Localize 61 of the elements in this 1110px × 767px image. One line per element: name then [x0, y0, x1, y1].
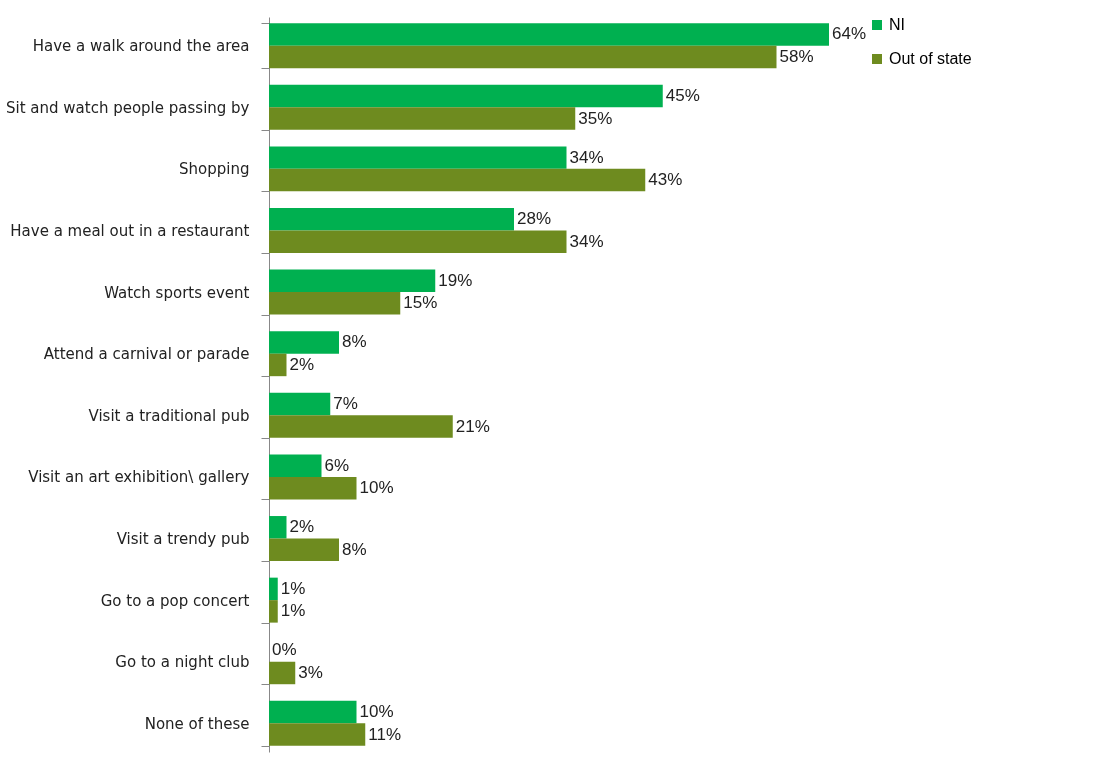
data-label: 0% — [272, 640, 297, 660]
data-label: 58% — [779, 46, 814, 66]
legend-label: NI — [889, 16, 905, 33]
data-label: 2% — [289, 517, 315, 537]
y-tick-label: Go to a pop concert — [100, 591, 250, 610]
data-label: 10% — [359, 702, 394, 722]
data-label: 28% — [517, 209, 552, 229]
bar — [269, 107, 576, 130]
bar — [269, 84, 663, 108]
bar — [269, 516, 287, 539]
bar — [269, 230, 567, 253]
y-tick-label: Visit a trendy pub — [116, 530, 250, 549]
data-label: 10% — [359, 478, 394, 498]
bar — [269, 168, 646, 192]
bar — [269, 476, 357, 500]
bar — [269, 207, 514, 231]
bar — [269, 577, 278, 601]
data-label: 6% — [324, 455, 350, 475]
bar — [269, 45, 777, 69]
data-label: 19% — [438, 270, 473, 290]
data-label: 43% — [648, 170, 683, 190]
data-label: 11% — [368, 724, 402, 744]
bar — [269, 600, 278, 623]
y-tick-label: Have a meal out in a restaurant — [10, 221, 250, 240]
bar — [269, 269, 436, 293]
data-label: 21% — [455, 416, 490, 436]
data-label: 8% — [342, 332, 367, 352]
y-tick-label: Watch sports event — [104, 283, 250, 302]
data-label: 34% — [569, 147, 604, 167]
y-tick-label: Attend a carnival or parade — [43, 345, 250, 364]
data-label: 7% — [333, 394, 358, 414]
bar — [269, 661, 296, 685]
data-label: 3% — [298, 662, 323, 682]
data-label: 8% — [342, 539, 367, 559]
bar — [269, 392, 331, 416]
bar — [269, 292, 401, 315]
data-label: 64% — [832, 24, 867, 44]
y-tick-label: Go to a night club — [115, 653, 250, 672]
bar — [269, 454, 322, 477]
data-label: 2% — [289, 354, 315, 374]
bar — [269, 538, 339, 562]
bar — [269, 23, 829, 46]
y-tick-label: Sit and watch people passing by — [5, 98, 250, 117]
y-tick-label: None of these — [144, 714, 250, 733]
bar — [269, 331, 339, 354]
y-tick-label: Visit a traditional pub — [88, 406, 250, 425]
bar — [269, 415, 453, 438]
bar — [269, 353, 287, 377]
y-tick-label: Shopping — [179, 160, 250, 179]
data-label: 1% — [280, 578, 306, 598]
data-label: 15% — [403, 293, 438, 313]
bar — [269, 723, 366, 746]
bar — [269, 700, 357, 724]
y-tick-label: Have a walk around the area — [32, 37, 250, 56]
data-label: 34% — [569, 231, 604, 251]
data-label: 45% — [665, 86, 700, 106]
y-tick-label: Visit an art exhibition\ gallery — [28, 468, 250, 487]
bar — [269, 146, 567, 169]
legend-label: Out of state — [889, 50, 972, 67]
data-label: 35% — [578, 108, 613, 128]
data-label: 1% — [280, 601, 306, 621]
